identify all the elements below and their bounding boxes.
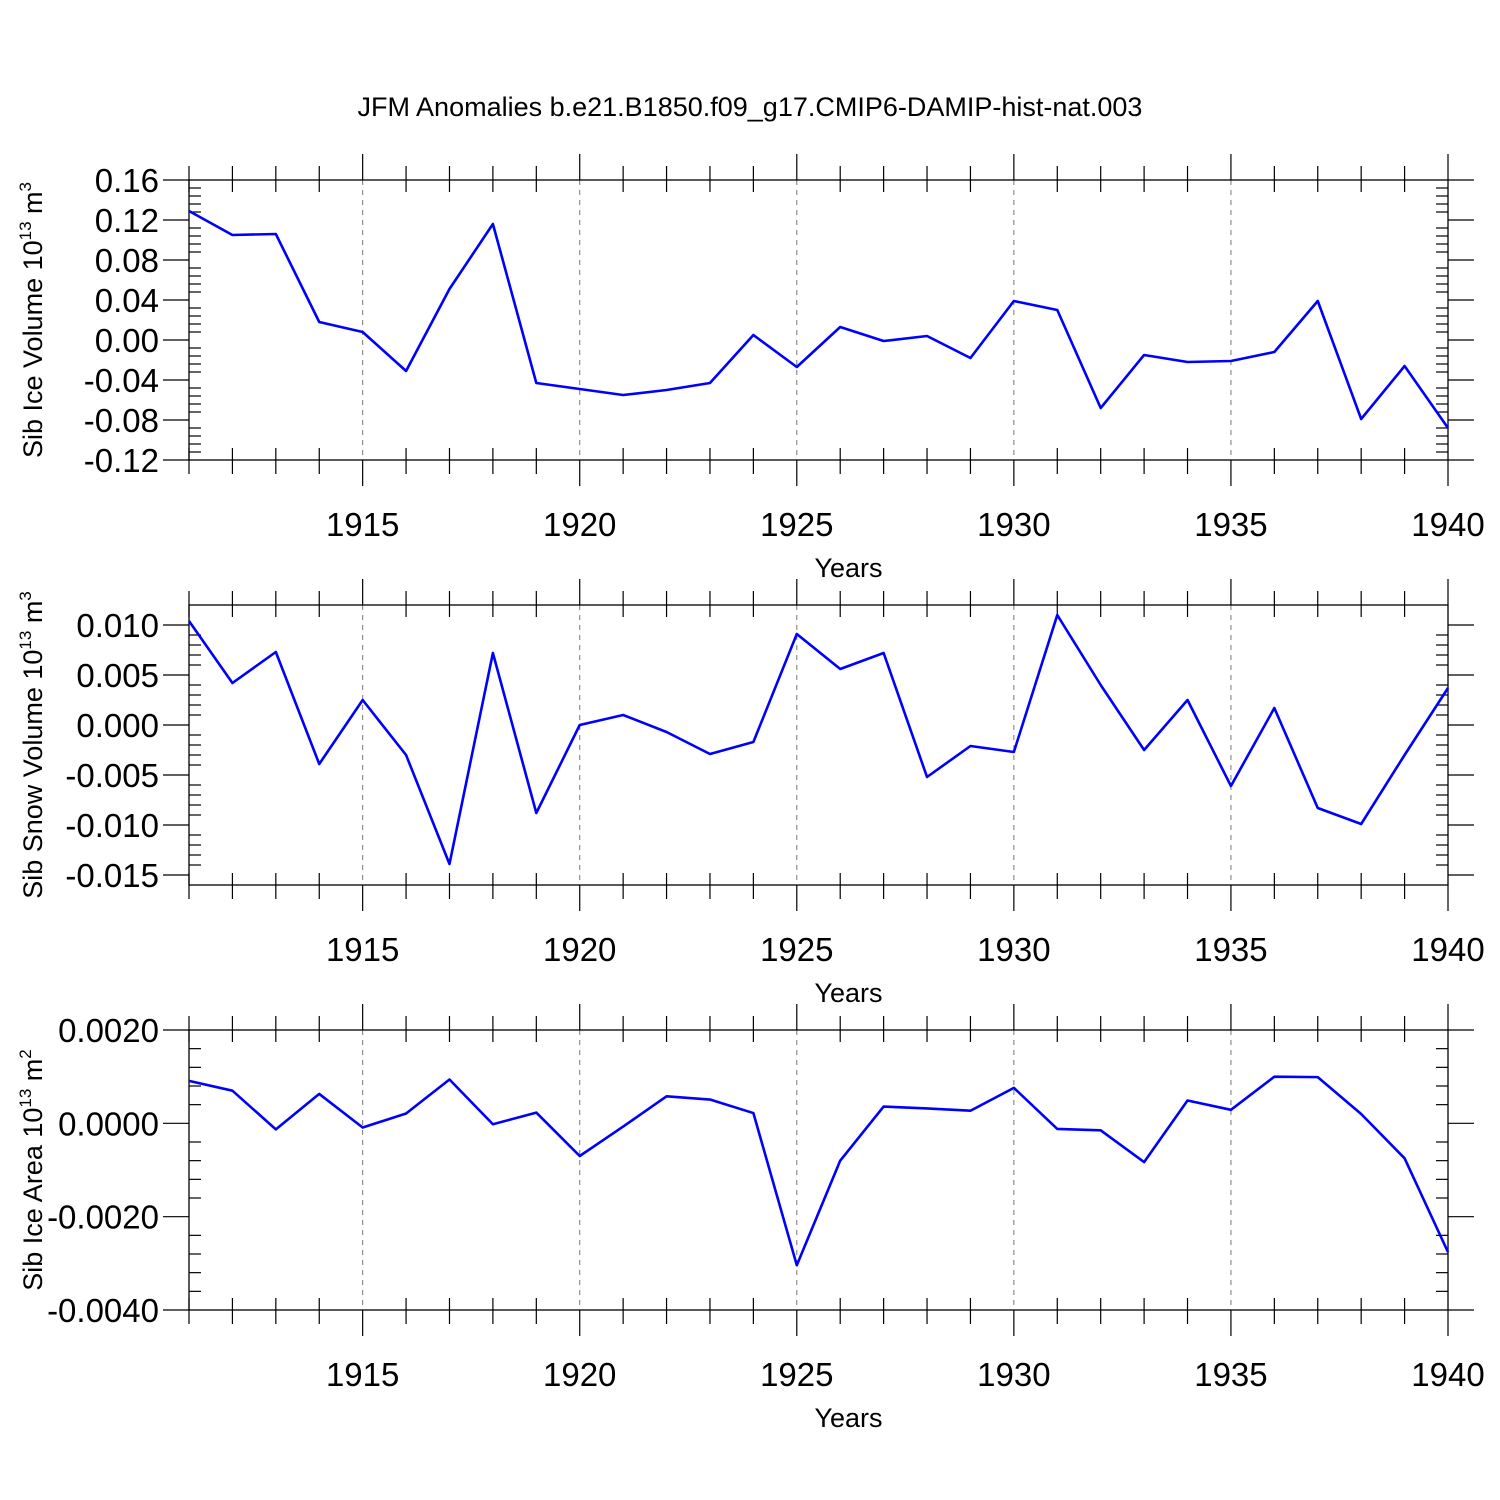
- y-tick-label: 0.005: [76, 657, 159, 694]
- chart-panel-3: -0.0040 -0.0020 0.0000 0.0020 1915 1920 1925 19…: [16, 1004, 1485, 1433]
- y-tick-label: -0.005: [65, 757, 159, 794]
- plot-frame: [188, 179, 1449, 461]
- x-tick-label: 1925: [760, 931, 833, 968]
- y-tick-label: -0.0040: [47, 1292, 159, 1329]
- plot-frame: [188, 1029, 1449, 1311]
- x-tick-label: 1935: [1194, 931, 1267, 968]
- y-tick-label: 0.00: [95, 322, 159, 359]
- x-tick-label: 1925: [760, 506, 833, 543]
- x-tick-label: 1940: [1411, 1356, 1484, 1393]
- x-tick-label: 1930: [977, 931, 1050, 968]
- x-tick-label: 1915: [326, 506, 399, 543]
- x-tick-label: 1915: [326, 1356, 399, 1393]
- figure-title: JFM Anomalies b.e21.B1850.f09_g17.CMIP6-…: [358, 92, 1143, 122]
- x-tick-label: 1940: [1411, 506, 1484, 543]
- y-axis-label: Sib Ice Area 1013 m2: [16, 1049, 48, 1291]
- x-tick-label: 1930: [977, 1356, 1050, 1393]
- series-line-sib-ice-volume: [188, 209, 1450, 429]
- y-tick-label: -0.015: [65, 857, 159, 894]
- x-tick-label: 1920: [543, 931, 616, 968]
- x-tick-label: 1920: [543, 506, 616, 543]
- y-tick-label: 0.08: [95, 242, 159, 279]
- x-tick-label: 1940: [1411, 931, 1484, 968]
- y-tick-label: 0.04: [95, 282, 159, 319]
- y-tick-label: -0.010: [65, 807, 159, 844]
- y-tick-label: -0.04: [84, 362, 159, 399]
- x-tick-label: 1920: [543, 1356, 616, 1393]
- series-line-sib-snow-volume: [187, 613, 1450, 866]
- chart-panel-2: -0.015 -0.010 -0.005 0.000 0.005 0.010 1915 192…: [16, 579, 1485, 1008]
- chart-panel-1: -0.12-0.08-0.040.000.040.080.120.16 1915 1…: [16, 154, 1485, 583]
- x-axis-label: Years: [814, 553, 882, 583]
- y-tick-label: 0.000: [76, 707, 159, 744]
- y-tick-label: 0.0000: [58, 1105, 159, 1142]
- x-axis-label: Years: [814, 978, 882, 1008]
- x-tick-label: 1915: [326, 931, 399, 968]
- y-tick-label: 0.12: [95, 202, 159, 239]
- x-tick-label: 1930: [977, 506, 1050, 543]
- y-tick-label: 0.0020: [58, 1012, 159, 1049]
- x-tick-label: 1935: [1194, 506, 1267, 543]
- y-tick-label: -0.12: [84, 442, 159, 479]
- series-line-sib-ice-area: [188, 1075, 1450, 1267]
- x-tick-label: 1925: [760, 1356, 833, 1393]
- y-tick-label: -0.0020: [47, 1199, 159, 1236]
- x-tick-label: 1935: [1194, 1356, 1267, 1393]
- panels: -0.12-0.08-0.040.000.040.080.120.16 1915 1…: [16, 154, 1485, 1433]
- plot-frame: [188, 604, 1449, 886]
- y-tick-label: 0.010: [76, 607, 159, 644]
- y-tick-label: 0.16: [95, 162, 159, 199]
- y-axis-label: Sib Snow Volume 1013 m3: [16, 591, 48, 899]
- y-axis-label: Sib Ice Volume 1013 m3: [16, 182, 48, 458]
- x-axis-label: Years: [814, 1403, 882, 1433]
- y-tick-label: -0.08: [84, 402, 159, 439]
